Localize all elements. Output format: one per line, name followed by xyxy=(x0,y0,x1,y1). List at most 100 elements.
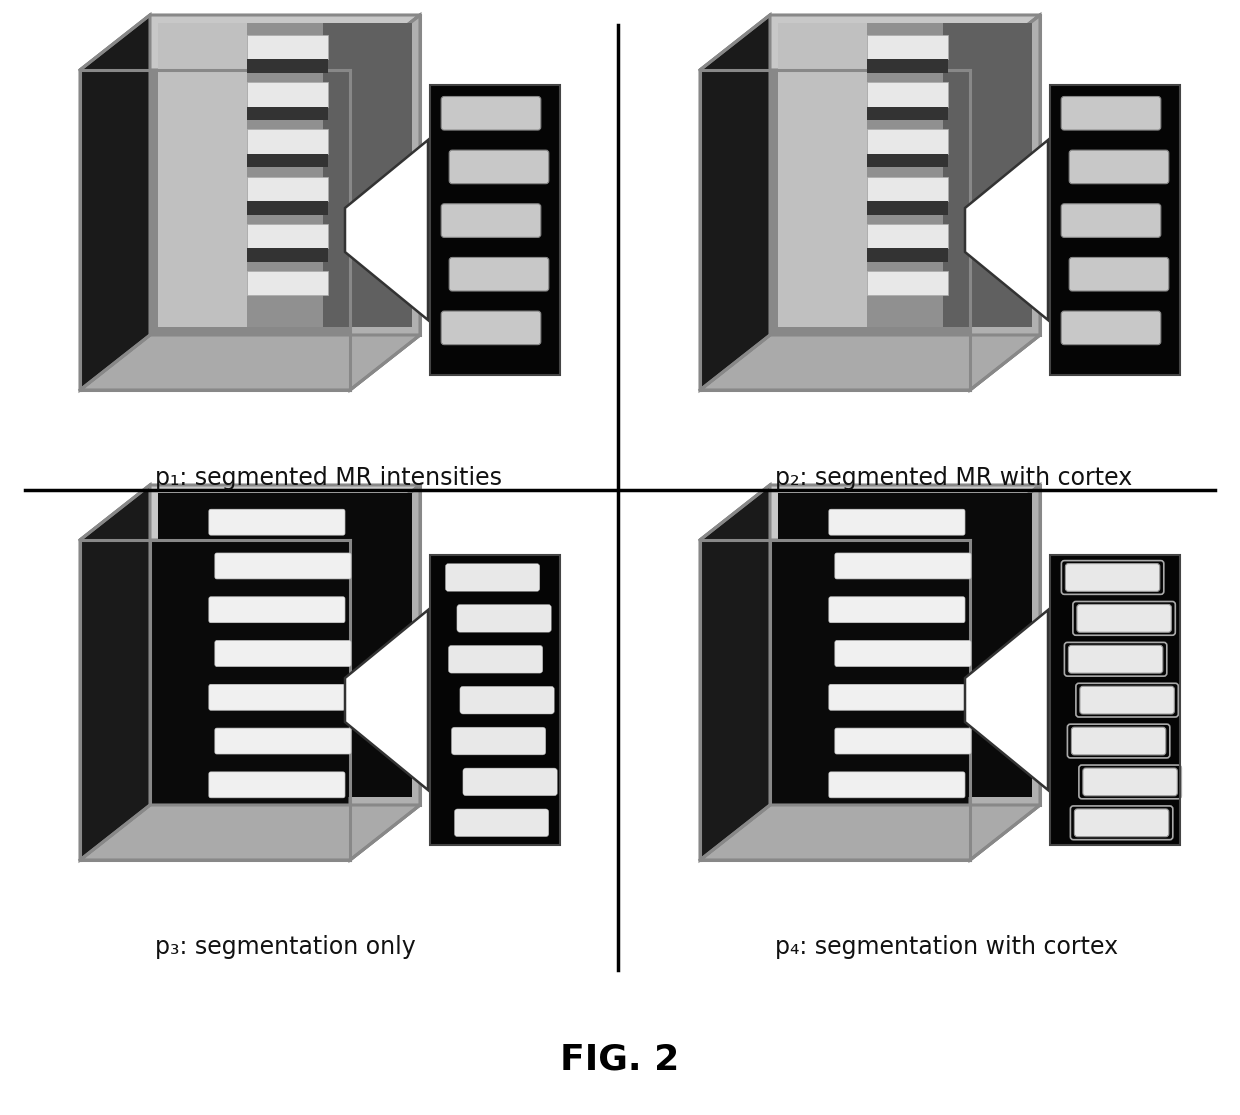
Bar xyxy=(247,83,329,107)
Polygon shape xyxy=(701,334,1040,390)
FancyBboxPatch shape xyxy=(1074,809,1169,836)
Polygon shape xyxy=(81,14,420,70)
FancyBboxPatch shape xyxy=(208,772,345,798)
Polygon shape xyxy=(345,610,428,791)
FancyBboxPatch shape xyxy=(454,809,549,836)
FancyBboxPatch shape xyxy=(828,510,965,535)
Text: p₄: segmentation with cortex: p₄: segmentation with cortex xyxy=(775,935,1118,959)
FancyBboxPatch shape xyxy=(1069,151,1169,184)
Polygon shape xyxy=(965,140,1048,320)
Polygon shape xyxy=(150,485,420,805)
Bar xyxy=(1050,555,1180,845)
Text: p₂: segmented MR with cortex: p₂: segmented MR with cortex xyxy=(775,466,1132,489)
FancyBboxPatch shape xyxy=(1076,604,1172,632)
Polygon shape xyxy=(350,14,420,390)
FancyBboxPatch shape xyxy=(208,685,345,710)
Bar xyxy=(247,107,329,120)
FancyBboxPatch shape xyxy=(451,727,546,755)
Polygon shape xyxy=(701,805,1040,860)
Polygon shape xyxy=(81,14,150,390)
Bar xyxy=(867,248,949,262)
FancyBboxPatch shape xyxy=(828,597,965,622)
Bar xyxy=(247,36,329,59)
Polygon shape xyxy=(81,805,420,860)
Bar xyxy=(867,176,949,201)
Bar xyxy=(867,36,949,59)
Polygon shape xyxy=(701,485,770,860)
Bar xyxy=(157,23,412,327)
Polygon shape xyxy=(970,14,1040,390)
FancyBboxPatch shape xyxy=(441,311,541,345)
Bar xyxy=(157,23,247,327)
FancyBboxPatch shape xyxy=(1069,258,1169,291)
Bar xyxy=(867,271,949,295)
Polygon shape xyxy=(770,485,1040,805)
Polygon shape xyxy=(770,14,1040,334)
Text: p₁: segmented MR intensities: p₁: segmented MR intensities xyxy=(155,466,502,489)
FancyBboxPatch shape xyxy=(1071,727,1166,755)
Bar xyxy=(247,59,329,74)
Polygon shape xyxy=(350,485,420,860)
Polygon shape xyxy=(81,485,150,860)
FancyBboxPatch shape xyxy=(1083,768,1177,796)
Bar xyxy=(867,129,949,154)
Bar xyxy=(867,59,949,74)
Polygon shape xyxy=(345,140,428,320)
FancyBboxPatch shape xyxy=(1061,204,1161,237)
Bar xyxy=(777,23,867,327)
Bar xyxy=(247,248,329,262)
Polygon shape xyxy=(81,334,420,390)
Bar xyxy=(1050,555,1180,845)
FancyBboxPatch shape xyxy=(828,685,965,710)
FancyBboxPatch shape xyxy=(1061,97,1161,130)
FancyBboxPatch shape xyxy=(449,151,549,184)
Bar xyxy=(324,23,412,327)
FancyBboxPatch shape xyxy=(835,641,971,667)
Bar xyxy=(944,23,1032,327)
Polygon shape xyxy=(965,610,1048,791)
FancyBboxPatch shape xyxy=(449,646,543,673)
Bar xyxy=(247,271,329,295)
FancyBboxPatch shape xyxy=(208,597,345,622)
Bar xyxy=(247,224,329,248)
FancyBboxPatch shape xyxy=(441,204,541,237)
Polygon shape xyxy=(150,14,420,334)
Polygon shape xyxy=(701,14,1040,70)
Bar xyxy=(247,129,329,154)
FancyBboxPatch shape xyxy=(445,563,539,591)
Bar xyxy=(430,85,560,375)
Bar xyxy=(430,555,560,845)
Bar xyxy=(867,107,949,120)
Bar xyxy=(430,555,560,845)
Bar xyxy=(430,85,560,375)
FancyBboxPatch shape xyxy=(215,641,351,667)
FancyBboxPatch shape xyxy=(1061,311,1161,345)
Bar xyxy=(157,493,412,797)
FancyBboxPatch shape xyxy=(441,97,541,130)
Polygon shape xyxy=(81,485,420,540)
FancyBboxPatch shape xyxy=(456,604,552,632)
Bar xyxy=(247,154,329,167)
Bar xyxy=(1050,85,1180,375)
FancyBboxPatch shape xyxy=(1069,646,1163,673)
Bar xyxy=(1050,85,1180,375)
Bar xyxy=(867,201,949,214)
Polygon shape xyxy=(701,14,770,390)
Polygon shape xyxy=(970,485,1040,860)
Text: p₃: segmentation only: p₃: segmentation only xyxy=(155,935,415,959)
FancyBboxPatch shape xyxy=(463,768,557,796)
Polygon shape xyxy=(701,485,1040,540)
FancyBboxPatch shape xyxy=(215,553,351,579)
Text: FIG. 2: FIG. 2 xyxy=(560,1043,680,1077)
Bar xyxy=(777,23,1032,327)
FancyBboxPatch shape xyxy=(449,258,549,291)
FancyBboxPatch shape xyxy=(460,686,554,714)
Bar xyxy=(867,224,949,248)
Bar xyxy=(247,176,329,201)
FancyBboxPatch shape xyxy=(828,772,965,798)
FancyBboxPatch shape xyxy=(1080,686,1174,714)
Bar xyxy=(867,154,949,167)
FancyBboxPatch shape xyxy=(835,728,971,754)
Bar xyxy=(867,83,949,107)
FancyBboxPatch shape xyxy=(215,728,351,754)
